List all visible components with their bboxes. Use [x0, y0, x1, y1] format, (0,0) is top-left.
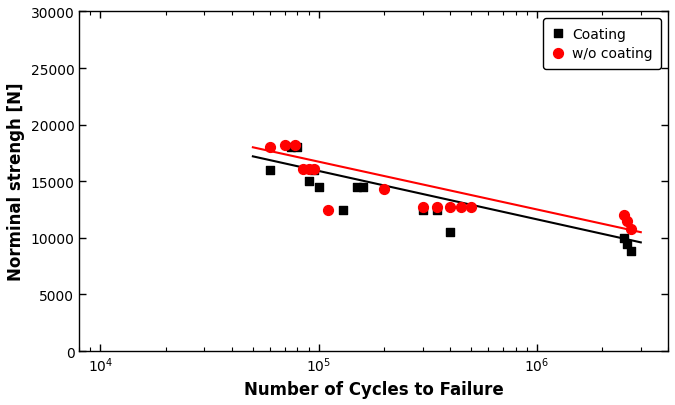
Coating — [622, 241, 632, 247]
Coating — [286, 145, 297, 151]
w/o coating — [618, 213, 629, 219]
Coating — [626, 249, 637, 255]
Legend: Coating, w/o coating: Coating, w/o coating — [543, 19, 661, 69]
w/o coating — [265, 145, 275, 151]
w/o coating — [456, 205, 466, 211]
X-axis label: Number of Cycles to Failure: Number of Cycles to Failure — [244, 380, 504, 398]
w/o coating — [279, 143, 290, 149]
w/o coating — [417, 205, 428, 211]
Coating — [308, 167, 319, 174]
w/o coating — [308, 166, 319, 173]
w/o coating — [322, 207, 333, 213]
Coating — [358, 184, 369, 191]
Coating — [303, 179, 314, 185]
w/o coating — [379, 186, 389, 193]
Coating — [338, 207, 349, 213]
w/o coating — [626, 226, 637, 232]
Coating — [432, 207, 443, 213]
Coating — [417, 207, 428, 213]
Y-axis label: Norminal strengh [N]: Norminal strengh [N] — [7, 83, 25, 281]
Coating — [445, 229, 456, 236]
w/o coating — [303, 166, 314, 173]
Coating — [265, 167, 275, 174]
w/o coating — [622, 218, 632, 224]
w/o coating — [445, 205, 456, 211]
Coating — [618, 235, 629, 241]
w/o coating — [432, 205, 443, 211]
w/o coating — [466, 205, 477, 211]
w/o coating — [298, 166, 308, 173]
Coating — [313, 184, 324, 191]
w/o coating — [290, 143, 300, 149]
Coating — [352, 184, 362, 191]
Coating — [292, 145, 303, 151]
